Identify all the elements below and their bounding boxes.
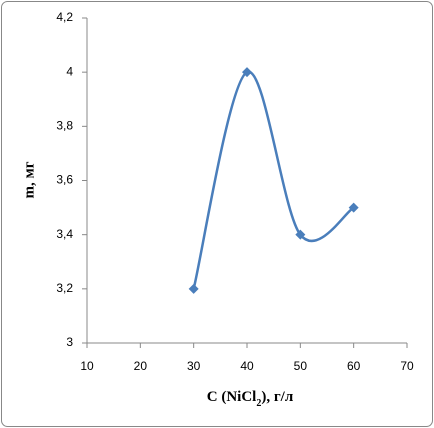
x-axis-title-sub: 2 (256, 398, 261, 409)
y-tick-label: 4,2 (56, 10, 73, 24)
y-tick-label: 3,4 (56, 227, 73, 241)
y-tick-label: 3,8 (56, 119, 73, 133)
x-axis-title-part: ), г/л (261, 389, 293, 405)
y-tick-label: 3,2 (56, 281, 73, 295)
data-point (188, 283, 199, 294)
x-tick-label: 60 (347, 359, 361, 373)
y-tick-label: 4 (66, 64, 73, 78)
x-tick-label: 20 (134, 359, 148, 373)
y-tick-label: 3 (66, 335, 73, 349)
x-tick-label: 40 (240, 359, 254, 373)
x-axis-title-part: C (NiCl (207, 389, 257, 405)
data-point (242, 67, 252, 78)
data-point (295, 229, 306, 240)
x-tick-label: 30 (187, 359, 201, 373)
x-tick-label: 50 (294, 359, 308, 373)
y-tick-label: 3,6 (56, 173, 73, 187)
x-tick-label: 70 (400, 359, 414, 373)
y-axis-title: m, мг (21, 161, 37, 198)
data-point (348, 202, 359, 213)
x-tick-label: 10 (80, 359, 94, 373)
series-line (192, 70, 355, 290)
x-axis-title: C (NiCl2), г/л (207, 389, 294, 408)
